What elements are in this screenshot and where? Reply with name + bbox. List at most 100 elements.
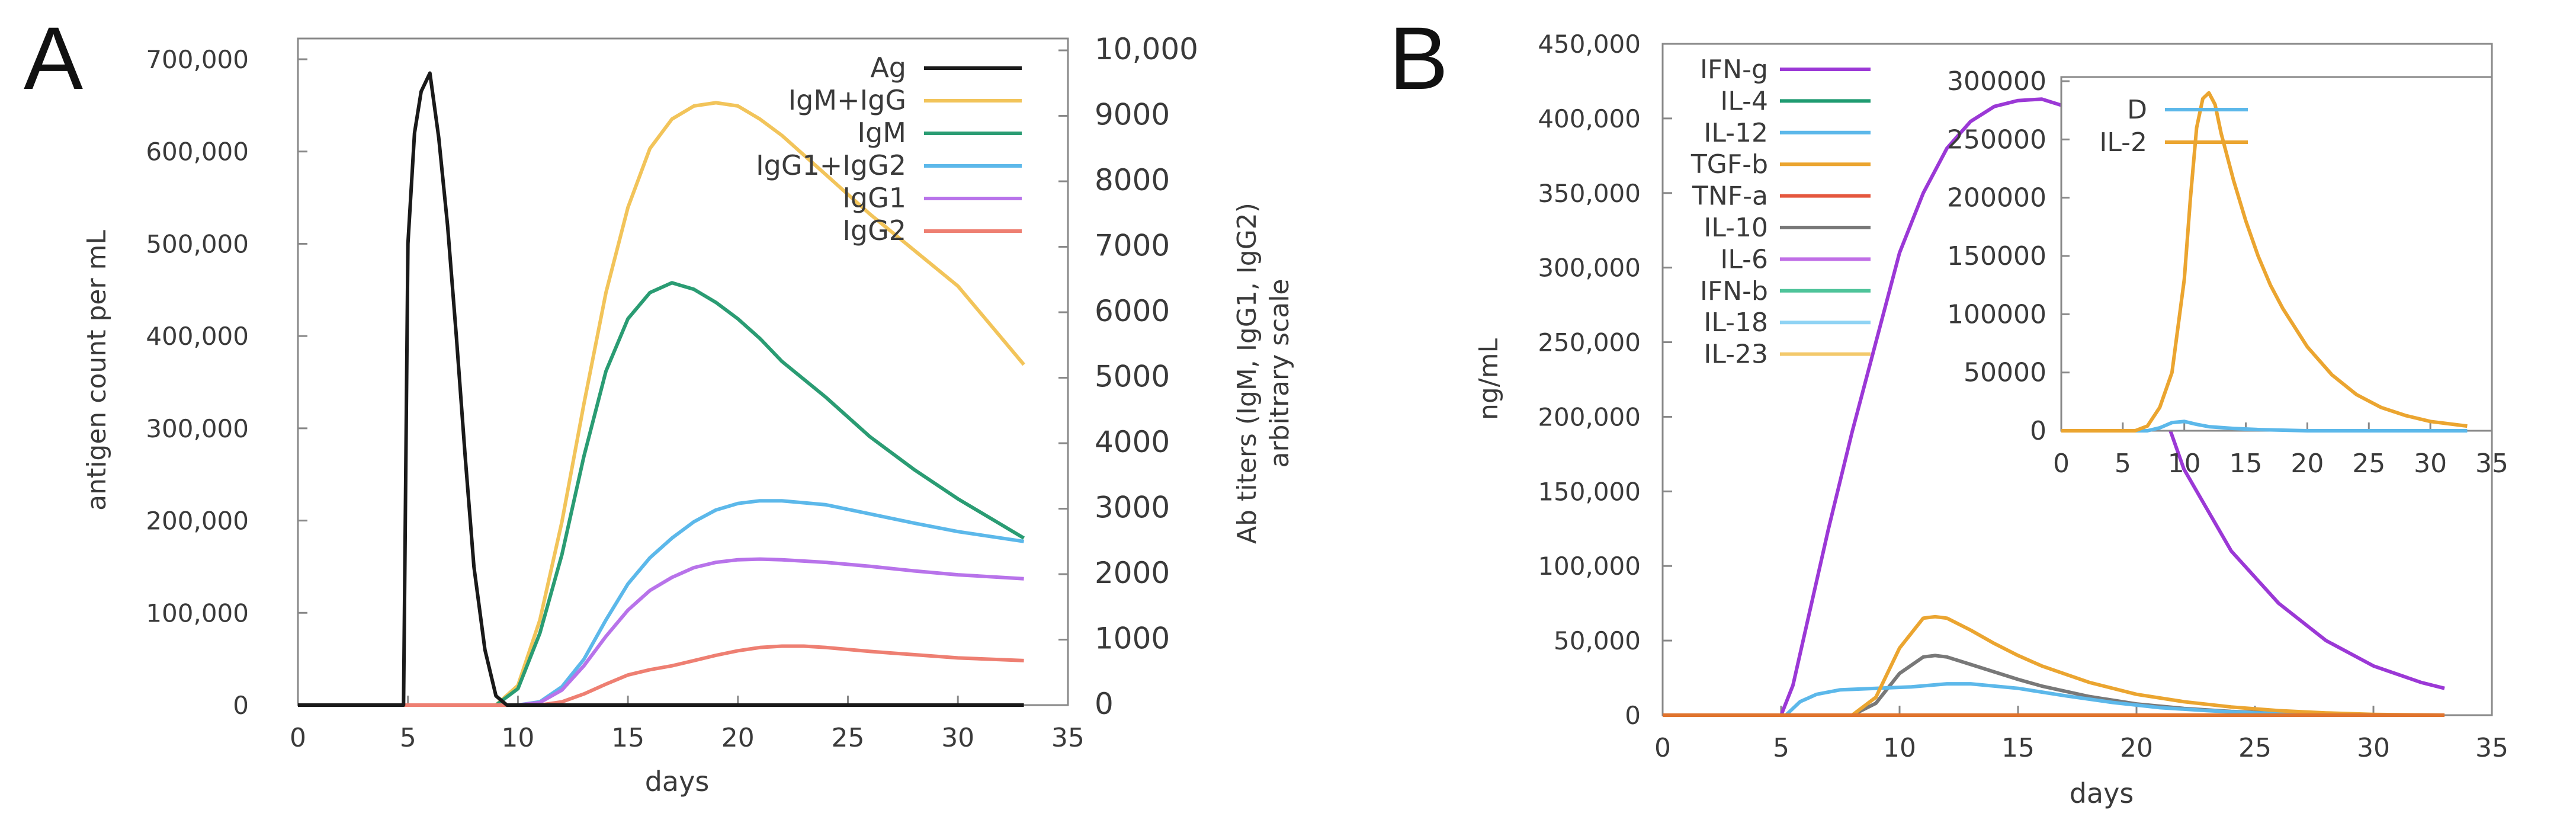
inset-x-tick-label: 35 — [2475, 449, 2508, 479]
a-right-tick-label: 1000 — [1095, 622, 1170, 656]
a-left-tick-label: 100,000 — [146, 598, 249, 627]
panel-a-series-group — [298, 71, 1025, 707]
inset-y-tick-label: 50000 — [1964, 358, 2046, 388]
a-series-line-igm-igg — [298, 101, 1025, 707]
b-legend-label-ifn-g: IFN-g — [1700, 55, 1768, 85]
a-series-line-ag — [298, 71, 1024, 707]
panel-b-x-axis-title: days — [2070, 777, 2134, 809]
a-series-line-igm — [298, 281, 1025, 707]
b-x-tick-label: 5 — [1773, 733, 1789, 763]
b-y-tick-label: 450,000 — [1538, 30, 1641, 59]
inset-y-tick-label: 200000 — [1947, 183, 2046, 213]
b-series-line-il-10 — [1663, 654, 2445, 717]
panel-b-series-group — [1663, 97, 2445, 717]
a-right-tick-label: 10,000 — [1095, 32, 1198, 66]
a-x-tick-label: 25 — [832, 723, 865, 753]
inset-x-tick-label: 25 — [2352, 449, 2385, 479]
panel-b-tick-labels: 0 5 10 15 20 25 30 35 0 50,000 100,000 150,000 200,0… — [1538, 30, 2508, 763]
b-x-tick-label: 10 — [1883, 733, 1916, 763]
a-x-tick-label: 15 — [611, 723, 644, 753]
a-right-tick-label: 7000 — [1095, 229, 1170, 263]
panel-a-right-axis-title-line2: arbitrary scale — [1265, 279, 1295, 468]
b-x-tick-label: 30 — [2357, 733, 2390, 763]
b-x-tick-label: 15 — [2001, 733, 2035, 763]
a-series-line-igg1-igg2 — [298, 499, 1025, 707]
panel-a-tick-labels: 0 5 10 15 20 25 30 35 0 100,000 200,000 300,000 400,… — [146, 32, 1198, 753]
inset-y-tick-label: 300000 — [1947, 66, 2046, 97]
panel-b-y-axis-title: ng/mL — [1474, 338, 1504, 421]
panel-b-label: B — [1389, 8, 1448, 108]
a-left-tick-label: 500,000 — [146, 229, 249, 258]
panel-a-label: A — [24, 8, 83, 108]
inset-series-group — [2061, 91, 2468, 433]
b-legend-label-tgf-b: TGF-b — [1690, 149, 1768, 180]
inset-x-tick-label: 20 — [2291, 449, 2324, 479]
inset-series-line-il-2 — [2061, 91, 2468, 433]
b-y-tick-label: 400,000 — [1538, 104, 1641, 133]
b-legend-label-il-6: IL-6 — [1720, 244, 1768, 274]
a-legend-label-igm-igg: IgM+IgG — [788, 84, 906, 116]
a-left-tick-label: 400,000 — [146, 322, 249, 351]
a-left-tick-label: 200,000 — [146, 507, 249, 536]
b-y-tick-label: 200,000 — [1538, 402, 1641, 431]
a-right-tick-label: 8000 — [1095, 163, 1170, 197]
a-right-tick-label: 5000 — [1095, 360, 1170, 394]
a-left-tick-label: 600,000 — [146, 137, 249, 166]
a-legend-label-igg1-igg2: IgG1+IgG2 — [756, 149, 906, 181]
b-y-tick-label: 300,000 — [1538, 254, 1641, 283]
inset-legend-label-d: D — [2127, 95, 2147, 125]
b-y-tick-label: 350,000 — [1538, 179, 1641, 208]
b-x-tick-label: 0 — [1654, 733, 1671, 763]
a-legend-label-igg2: IgG2 — [842, 214, 906, 246]
b-x-tick-label: 20 — [2120, 733, 2153, 763]
a-x-tick-label: 20 — [721, 723, 755, 753]
b-series-line-ifn-g — [1663, 97, 2445, 717]
b-legend-label-ifn-b: IFN-b — [1700, 276, 1768, 306]
a-series-line-igg1 — [298, 557, 1024, 707]
a-right-tick-label: 9000 — [1095, 98, 1170, 132]
b-x-tick-label: 25 — [2238, 733, 2272, 763]
a-legend-label-ag: Ag — [870, 52, 906, 84]
b-series-line-tgf-b — [1663, 614, 2445, 717]
a-series-line-igg2 — [298, 644, 1024, 707]
b-legend-label-il-10: IL-10 — [1704, 213, 1768, 243]
a-right-tick-label: 2000 — [1095, 556, 1170, 590]
b-legend-label-il-23: IL-23 — [1704, 340, 1768, 370]
inset-x-tick-label: 30 — [2414, 449, 2447, 479]
inset-legend-label-il-2: IL-2 — [2099, 127, 2147, 158]
panel-a-right-axis-title-line1: Ab titers (IgM, IgG1, IgG2) — [1232, 203, 1262, 544]
b-legend-label-tnf-a: TNF-a — [1692, 181, 1768, 212]
b-legend-label-il-18: IL-18 — [1704, 308, 1768, 338]
inset-x-tick-label: 0 — [2053, 449, 2070, 479]
inset-series-line-d — [2061, 420, 2468, 433]
a-x-tick-label: 0 — [290, 723, 306, 753]
inset-x-tick-label: 15 — [2229, 449, 2263, 479]
inset-y-tick-label: 0 — [2030, 416, 2046, 446]
inset-legend: DIL-2 — [2099, 95, 2248, 158]
inset-y-tick-label: 100000 — [1947, 299, 2046, 329]
a-right-tick-label: 6000 — [1095, 294, 1170, 328]
a-right-tick-label: 0 — [1095, 687, 1114, 721]
b-y-tick-label: 0 — [1625, 701, 1641, 730]
panel-a-left-axis-title: antigen count per mL — [82, 230, 112, 511]
b-y-tick-label: 150,000 — [1538, 477, 1641, 506]
b-y-tick-label: 50,000 — [1554, 626, 1641, 655]
b-legend-label-il-4: IL-4 — [1720, 86, 1768, 116]
b-x-tick-label: 35 — [2475, 733, 2508, 763]
a-right-tick-label: 4000 — [1095, 425, 1170, 459]
a-right-tick-label: 3000 — [1095, 491, 1170, 525]
a-left-tick-label: 700,000 — [146, 45, 249, 74]
inset-x-tick-label: 5 — [2115, 449, 2131, 479]
panel-b-legend: IFN-gIL-4IL-12TGF-bTNF-aIL-10IL-6IFN-bIL… — [1690, 55, 1871, 370]
a-left-tick-label: 0 — [233, 691, 249, 720]
a-legend-label-igm: IgM — [858, 117, 906, 149]
inset-x-tick-label: 10 — [2168, 449, 2201, 479]
a-x-tick-label: 35 — [1051, 723, 1085, 753]
a-x-tick-label: 10 — [501, 723, 534, 753]
a-x-tick-label: 5 — [400, 723, 416, 753]
inset-tick-labels: 0 5 10 15 20 25 30 35 0 50000 100000 150000 200000 25… — [1947, 66, 2508, 479]
inset-y-tick-label: 150000 — [1947, 241, 2046, 271]
a-x-tick-label: 30 — [941, 723, 974, 753]
a-left-tick-label: 300,000 — [146, 414, 249, 443]
